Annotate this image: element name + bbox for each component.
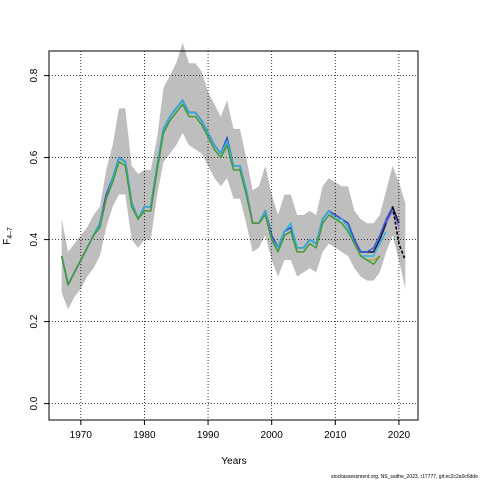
plot-frame	[48, 50, 419, 421]
confidence-band	[61, 42, 406, 310]
y-axis-title: F4–7	[2, 227, 14, 245]
x-axis-title: Years	[221, 456, 246, 467]
y-tick-label: 0.6	[29, 150, 40, 164]
y-axis: 0.0 0.2 0.4 0.6 0.8	[29, 68, 49, 411]
x-tick-label: 1990	[197, 430, 220, 441]
series-line-3	[61, 99, 387, 286]
x-tick-label: 2010	[324, 430, 347, 441]
x-tick-label: 2020	[388, 430, 411, 441]
y-tick-label: 0.4	[29, 232, 40, 246]
footer-credit: stockassessment.org, NS_saithe_2023, r17…	[331, 474, 478, 480]
x-tick-label: 1980	[133, 430, 156, 441]
x-tick-label: 2000	[261, 430, 284, 441]
series-line-5	[61, 103, 381, 286]
plot-frame-layer	[48, 50, 419, 421]
series-line-6	[385, 210, 400, 228]
y-tick-label: 0.8	[29, 68, 40, 82]
series-layer	[60, 99, 407, 286]
y-axis-title-main: F	[2, 239, 13, 245]
y-axis-title-subscript: 4–7	[7, 227, 14, 239]
confidence-band-layer	[61, 42, 406, 310]
y-tick-label: 0.0	[29, 396, 40, 410]
x-tick-label: 1970	[70, 430, 93, 441]
x-axis: 1970 1980 1990 2000 2010 2020	[70, 420, 411, 441]
forecast-line	[391, 206, 407, 261]
y-tick-label: 0.2	[29, 314, 40, 328]
